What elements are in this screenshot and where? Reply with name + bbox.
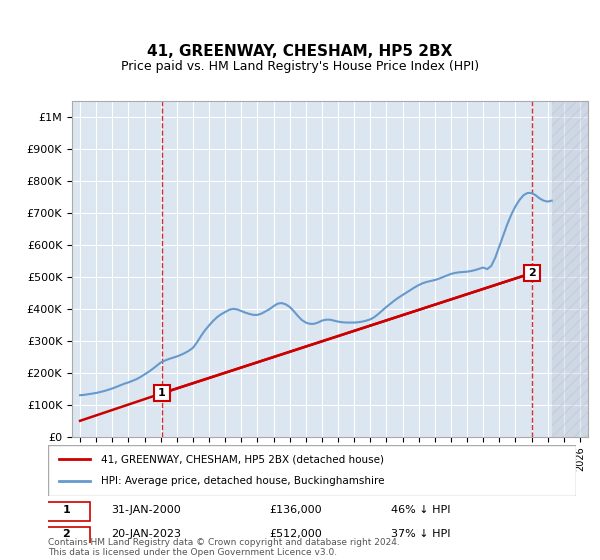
Text: 46% ↓ HPI: 46% ↓ HPI [391, 505, 451, 515]
Text: 37% ↓ HPI: 37% ↓ HPI [391, 529, 451, 539]
Text: 41, GREENWAY, CHESHAM, HP5 2BX: 41, GREENWAY, CHESHAM, HP5 2BX [148, 44, 452, 59]
Text: 41, GREENWAY, CHESHAM, HP5 2BX (detached house): 41, GREENWAY, CHESHAM, HP5 2BX (detached… [101, 454, 384, 464]
FancyBboxPatch shape [43, 526, 90, 545]
Text: HPI: Average price, detached house, Buckinghamshire: HPI: Average price, detached house, Buck… [101, 477, 385, 487]
Text: Contains HM Land Registry data © Crown copyright and database right 2024.
This d: Contains HM Land Registry data © Crown c… [48, 538, 400, 557]
FancyBboxPatch shape [43, 502, 90, 521]
Text: 1: 1 [158, 388, 166, 398]
Text: £136,000: £136,000 [270, 505, 322, 515]
Bar [552, 101, 588, 437]
Text: 2: 2 [62, 529, 70, 539]
Text: 1: 1 [62, 505, 70, 515]
Text: 2: 2 [529, 268, 536, 278]
Text: Price paid vs. HM Land Registry's House Price Index (HPI): Price paid vs. HM Land Registry's House … [121, 60, 479, 73]
Text: £512,000: £512,000 [270, 529, 323, 539]
Text: 31-JAN-2000: 31-JAN-2000 [112, 505, 181, 515]
FancyBboxPatch shape [48, 445, 576, 496]
Text: 20-JAN-2023: 20-JAN-2023 [112, 529, 181, 539]
